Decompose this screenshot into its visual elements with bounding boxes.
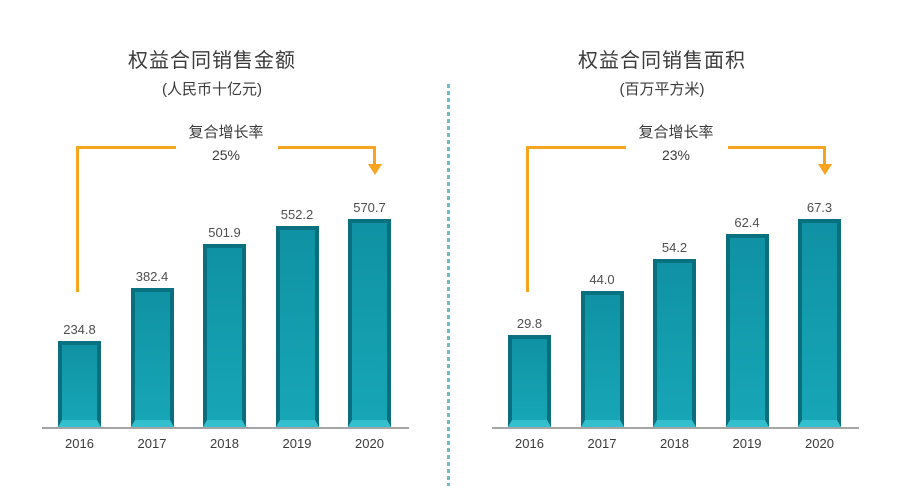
cagr-label: 复合增长率 <box>638 124 714 141</box>
bar-value-label: 29.8 <box>516 316 543 331</box>
bar-2016 <box>58 341 101 427</box>
chart-panel-sales-area: 权益合同销售面积 (百万平方米) 复合增长率 23% 29.8 2016 44.0 2… <box>450 0 900 488</box>
x-axis-line <box>42 427 409 429</box>
bar-2019 <box>275 226 319 427</box>
down-arrow-icon <box>818 164 832 175</box>
chart-title: 权益合同销售金额 <box>128 50 296 72</box>
bar-2016 <box>508 335 551 427</box>
x-axis-label: 2018 <box>660 436 689 451</box>
bar-value-label: 501.9 <box>208 225 241 240</box>
x-axis-label: 2017 <box>587 436 617 451</box>
cagr-bracket-line-left <box>526 146 626 149</box>
x-axis-label: 2019 <box>282 436 312 451</box>
cagr-bracket-vertical <box>76 146 79 292</box>
cagr-bracket-vertical <box>526 146 529 292</box>
bar-2020 <box>798 219 841 427</box>
bar-2020 <box>348 219 391 427</box>
chart-subtitle: (百万平方米) <box>619 81 705 98</box>
x-axis-label: 2016 <box>515 436 544 451</box>
bar-value-label: 62.4 <box>734 215 760 230</box>
bar-value-label: 552.2 <box>280 207 314 222</box>
bar-value-label: 54.2 <box>661 240 688 255</box>
bar-2017 <box>580 291 624 427</box>
x-axis-label: 2016 <box>65 436 94 451</box>
cagr-bracket-line-left <box>76 146 176 149</box>
cagr-arrow-stem <box>823 146 826 166</box>
cagr-label: 复合增长率 <box>188 124 264 141</box>
bar-2019 <box>725 234 769 427</box>
bar-value-label: 67.3 <box>806 200 833 215</box>
bar-value-label: 570.7 <box>353 200 386 215</box>
divider-dashed-line <box>447 84 450 486</box>
cagr-arrow-stem <box>373 146 376 166</box>
x-axis-label: 2018 <box>210 436 239 451</box>
bar-2017 <box>130 288 174 427</box>
x-axis-label: 2019 <box>732 436 762 451</box>
chart-subtitle: (人民币十亿元) <box>162 81 262 98</box>
bar-2018 <box>203 244 246 427</box>
cagr-bracket-line-right <box>728 146 826 149</box>
cagr-value: 25% <box>211 147 241 163</box>
cagr-value: 23% <box>661 147 691 163</box>
bar-value-label: 382.4 <box>135 269 169 284</box>
chart-panel-sales-amount: 权益合同销售金额 (人民币十亿元) 复合增长率 25% 234.8 2016 382… <box>42 50 409 451</box>
down-arrow-icon <box>368 164 382 175</box>
bar-value-label: 44.0 <box>589 272 615 287</box>
bar-value-label: 234.8 <box>63 322 96 337</box>
x-axis-label: 2020 <box>355 436 384 451</box>
x-axis-line <box>492 427 859 429</box>
x-axis-label: 2017 <box>137 436 167 451</box>
bar-2018 <box>653 259 696 427</box>
chart-title: 权益合同销售面积 <box>578 50 746 72</box>
cagr-bracket-line-right <box>278 146 376 149</box>
x-axis-label: 2020 <box>805 436 834 451</box>
